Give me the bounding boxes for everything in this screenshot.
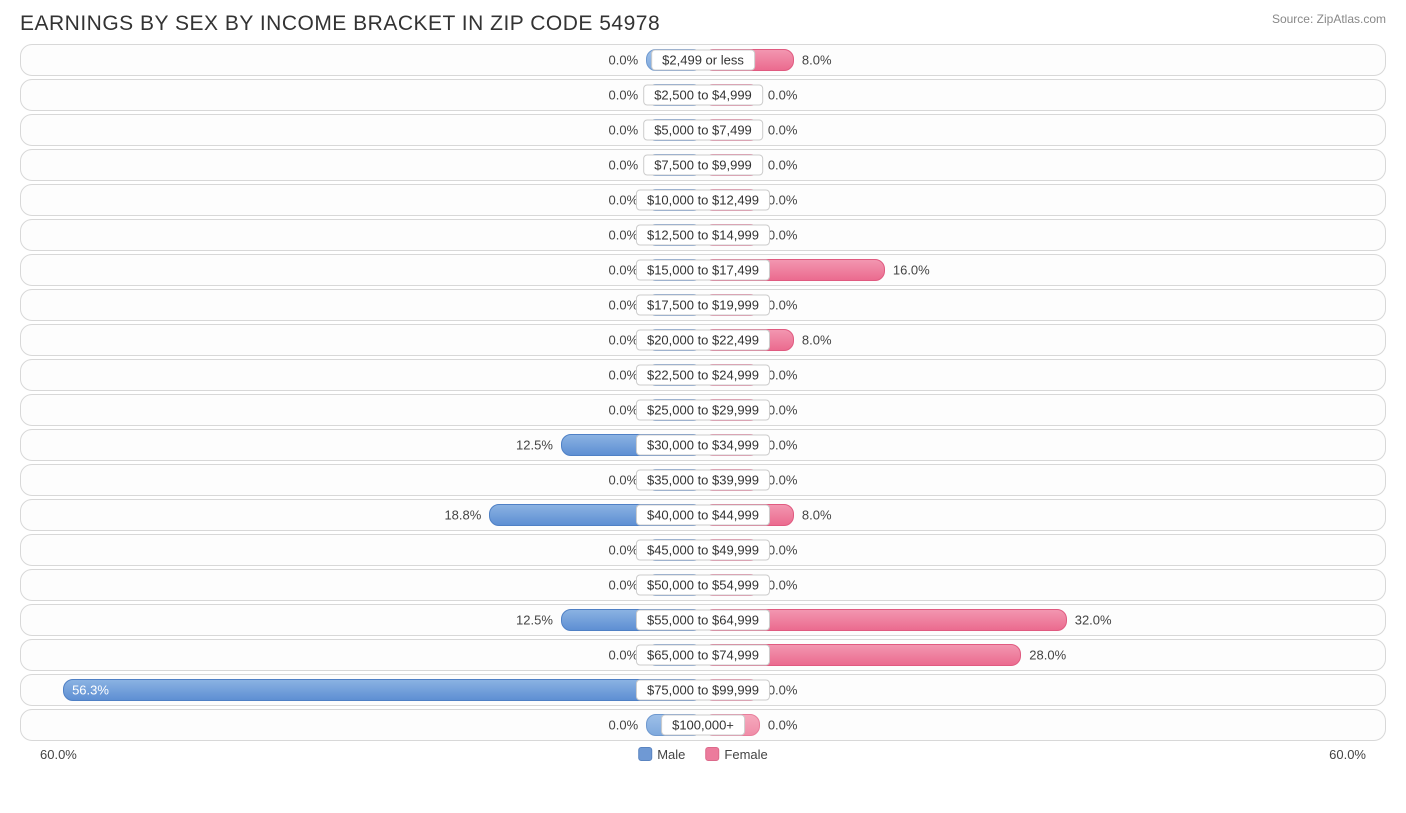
male-pct-label: 56.3%: [72, 683, 109, 698]
male-pct-label: 0.0%: [609, 403, 639, 418]
female-pct-label: 8.0%: [802, 508, 832, 523]
female-pct-label: 0.0%: [768, 368, 798, 383]
female-pct-label: 0.0%: [768, 543, 798, 558]
category-label: $22,500 to $24,999: [636, 365, 770, 386]
axis-label-left: 60.0%: [40, 747, 77, 762]
category-label: $35,000 to $39,999: [636, 470, 770, 491]
category-label: $17,500 to $19,999: [636, 295, 770, 316]
female-pct-label: 0.0%: [768, 473, 798, 488]
category-label: $65,000 to $74,999: [636, 645, 770, 666]
chart-row: 0.0% 0.0% $5,000 to $7,499: [20, 114, 1386, 146]
male-pct-label: 0.0%: [609, 228, 639, 243]
category-label: $2,499 or less: [651, 50, 755, 71]
male-pct-label: 0.0%: [609, 298, 639, 313]
female-pct-label: 0.0%: [768, 683, 798, 698]
male-swatch-icon: [638, 747, 652, 761]
male-pct-label: 0.0%: [609, 648, 639, 663]
legend-female-label: Female: [724, 747, 767, 762]
female-pct-label: 0.0%: [768, 158, 798, 173]
category-label: $10,000 to $12,499: [636, 190, 770, 211]
chart-row: 12.5% 0.0%$30,000 to $34,999: [20, 429, 1386, 461]
category-label: $45,000 to $49,999: [636, 540, 770, 561]
category-label: $5,000 to $7,499: [643, 120, 763, 141]
axis-label-right: 60.0%: [1329, 747, 1366, 762]
chart-row: 0.0% 8.0% $2,499 or less: [20, 44, 1386, 76]
male-pct-label: 0.0%: [609, 333, 639, 348]
chart-row: 0.0% 0.0%$35,000 to $39,999: [20, 464, 1386, 496]
category-label: $30,000 to $34,999: [636, 435, 770, 456]
female-pct-label: 0.0%: [768, 298, 798, 313]
chart-footer: 60.0% Male Female 60.0%: [0, 747, 1406, 777]
chart-row: 0.0% 0.0% $2,500 to $4,999: [20, 79, 1386, 111]
male-pct-label: 0.0%: [609, 88, 639, 103]
category-label: $75,000 to $99,999: [636, 680, 770, 701]
female-pct-label: 0.0%: [768, 123, 798, 138]
chart-row: 0.0% 28.0% $65,000 to $74,999: [20, 639, 1386, 671]
chart-row: 0.0% 0.0%$12,500 to $14,999: [20, 219, 1386, 251]
female-pct-label: 32.0%: [1075, 613, 1112, 628]
female-swatch-icon: [705, 747, 719, 761]
chart-row: 56.3% 0.0%$75,000 to $99,999: [20, 674, 1386, 706]
chart-row: 0.0% 0.0%$17,500 to $19,999: [20, 289, 1386, 321]
category-label: $15,000 to $17,499: [636, 260, 770, 281]
male-pct-label: 0.0%: [609, 473, 639, 488]
chart-row: 0.0% 0.0%$22,500 to $24,999: [20, 359, 1386, 391]
chart-row: 0.0% 0.0% $100,000+: [20, 709, 1386, 741]
female-pct-label: 0.0%: [768, 438, 798, 453]
category-label: $20,000 to $22,499: [636, 330, 770, 351]
female-pct-label: 0.0%: [768, 578, 798, 593]
male-pct-label: 12.5%: [516, 613, 553, 628]
male-pct-label: 0.0%: [609, 123, 639, 138]
male-pct-label: 0.0%: [609, 53, 639, 68]
female-pct-label: 0.0%: [768, 403, 798, 418]
chart-row: 0.0% 0.0% $7,500 to $9,999: [20, 149, 1386, 181]
category-label: $12,500 to $14,999: [636, 225, 770, 246]
category-label: $7,500 to $9,999: [643, 155, 763, 176]
category-label: $25,000 to $29,999: [636, 400, 770, 421]
chart-row: 12.5% 32.0% $55,000 to $64,999: [20, 604, 1386, 636]
female-pct-label: 8.0%: [802, 333, 832, 348]
male-pct-label: 0.0%: [609, 193, 639, 208]
female-pct-label: 16.0%: [893, 263, 930, 278]
chart-source: Source: ZipAtlas.com: [1272, 12, 1386, 26]
female-pct-label: 0.0%: [768, 718, 798, 733]
category-label: $55,000 to $64,999: [636, 610, 770, 631]
legend-female: Female: [705, 747, 767, 762]
chart-row: 0.0% 0.0%$25,000 to $29,999: [20, 394, 1386, 426]
male-pct-label: 0.0%: [609, 158, 639, 173]
chart-row: 0.0% 16.0% $15,000 to $17,499: [20, 254, 1386, 286]
male-bar: 56.3%: [63, 679, 703, 701]
male-pct-label: 0.0%: [609, 578, 639, 593]
category-label: $2,500 to $4,999: [643, 85, 763, 106]
female-pct-label: 8.0%: [802, 53, 832, 68]
chart-row: 0.0% 8.0% $20,000 to $22,499: [20, 324, 1386, 356]
chart-row: 0.0% 0.0%$45,000 to $49,999: [20, 534, 1386, 566]
chart-row: 0.0% 0.0%$50,000 to $54,999: [20, 569, 1386, 601]
chart-header: EARNINGS BY SEX BY INCOME BRACKET IN ZIP…: [0, 0, 1406, 44]
male-pct-label: 0.0%: [609, 263, 639, 278]
category-label: $40,000 to $44,999: [636, 505, 770, 526]
male-pct-label: 18.8%: [444, 508, 481, 523]
male-pct-label: 0.0%: [609, 543, 639, 558]
male-pct-label: 12.5%: [516, 438, 553, 453]
male-pct-label: 0.0%: [609, 718, 639, 733]
category-label: $50,000 to $54,999: [636, 575, 770, 596]
female-pct-label: 0.0%: [768, 228, 798, 243]
legend-male: Male: [638, 747, 685, 762]
female-pct-label: 0.0%: [768, 193, 798, 208]
legend-male-label: Male: [657, 747, 685, 762]
chart-row: 0.0% 0.0%$10,000 to $12,499: [20, 184, 1386, 216]
female-pct-label: 28.0%: [1029, 648, 1066, 663]
chart-title: EARNINGS BY SEX BY INCOME BRACKET IN ZIP…: [20, 12, 660, 36]
chart-legend: Male Female: [638, 747, 768, 762]
chart-body: 0.0% 8.0% $2,499 or less 0.0% 0.0% $2,500 to …: [0, 44, 1406, 741]
chart-row: 18.8% 8.0% $40,000 to $44,999: [20, 499, 1386, 531]
female-pct-label: 0.0%: [768, 88, 798, 103]
male-pct-label: 0.0%: [609, 368, 639, 383]
category-label: $100,000+: [661, 715, 745, 736]
